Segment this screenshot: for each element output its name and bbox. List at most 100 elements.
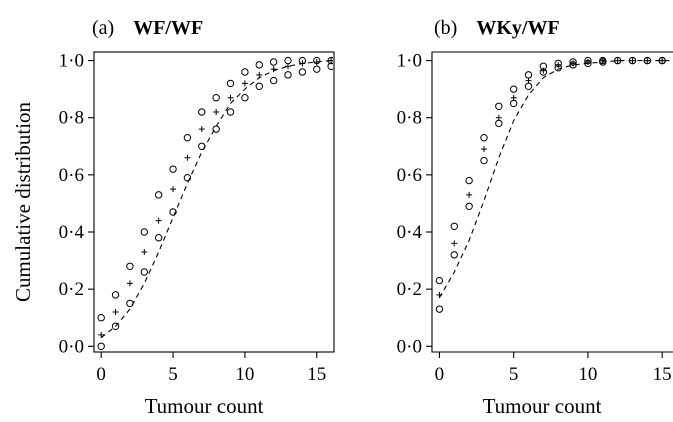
panel-a-y-tick-label: 0·0 (59, 336, 84, 357)
panel-a-circle-point (298, 68, 307, 76)
panel-b-plus-point (510, 94, 517, 101)
panel-a-data-area (97, 56, 333, 350)
panel-a-title: (a) WF/WF (92, 17, 203, 39)
panel-b-y-tick-label: 0·6 (397, 165, 422, 186)
panel-a-circle-point (212, 94, 220, 102)
panel-a-circle-point (126, 262, 134, 270)
panel-a-plus-point (112, 309, 119, 315)
panel-a-label: (a) (92, 17, 114, 39)
panel-b-x-tick-label: 0 (435, 364, 445, 385)
panel-a-circle-point (226, 108, 235, 116)
panel-a-circle-point (140, 268, 148, 276)
panel-b-circle-point (539, 68, 548, 76)
panel-a-circle-point (183, 174, 192, 182)
panel-a-plus-point (184, 154, 191, 161)
panel-a-genotype: WF/WF (133, 17, 203, 39)
panel-b-y-tick-label: 0·4 (397, 222, 423, 243)
panel-a-y-tick-label: 0·8 (59, 108, 84, 129)
panel-b-plus-point (525, 77, 532, 84)
panel-b-x-axis-label: Tumour count (483, 394, 602, 418)
panel-a-plus-point (126, 280, 133, 287)
panel-a-plus-point (241, 80, 248, 87)
panel-a-plus-point (270, 66, 277, 73)
panel-a-plus-point (213, 109, 220, 115)
panel-b-circle-point (495, 119, 503, 128)
panel-b-label: (b) (434, 17, 457, 39)
panel-a-circle-point (154, 234, 163, 242)
panel-b-plot: 0·0 0·2 0·4 0·6 0·8 1·0 0 5 10 15 (397, 51, 673, 385)
panel-a-x-tick-label: 5 (168, 364, 178, 385)
panel-b-x-tick-label: 5 (509, 364, 519, 385)
panel-a-circle-point (140, 228, 148, 236)
panel-a-circle-point (313, 65, 321, 73)
panel-b-y-tick-label: 0·8 (397, 108, 422, 129)
panel-b-circle-point (450, 222, 458, 230)
panel-a-plus-point (227, 94, 234, 101)
panel-a-fitted-curve (100, 60, 332, 339)
panel-a-y-tick-label: 0·6 (59, 165, 84, 186)
panel-a-y-tick-label: 0·4 (59, 222, 85, 243)
panel-b-circle-point (450, 251, 458, 259)
panel-a-circle-point (97, 314, 105, 322)
panel-a-circle-point (111, 322, 120, 330)
panel-a-plus-point (170, 186, 177, 193)
panel-b-plus-point (495, 114, 502, 121)
panel-a-circle-point (241, 94, 249, 102)
panel-a-circle-point (183, 134, 192, 142)
panel-b-plus-point (451, 240, 458, 247)
panel-a-y-tick-label: 0·2 (59, 279, 84, 300)
panel-a-circle-point (169, 165, 177, 173)
panel-a-x-tick-label: 15 (307, 364, 326, 385)
panel-b-plus-point (480, 146, 487, 153)
panel-b-x-tick-label: 15 (653, 364, 672, 385)
panel-a-plus-point (285, 63, 292, 70)
panel-b-circle-point (480, 134, 488, 142)
panel-b-plus-point (466, 191, 473, 198)
panel-a-x-axis-label: Tumour count (145, 394, 264, 418)
panel-a-circle-point (126, 299, 134, 308)
panel-a-plot: 0·0 0·2 0·4 0·6 0·8 1·0 0 5 10 15 (59, 51, 335, 385)
panel-a-circle-point (284, 56, 292, 65)
panel-b-circle-point (509, 85, 518, 93)
panel-b-circle-point (524, 71, 533, 79)
panel-b-circle-point (509, 99, 518, 108)
panel-a-plus-point (155, 217, 162, 224)
y-axis-label: Cumulative distribution (11, 101, 35, 302)
panel-a-circle-point (241, 68, 249, 76)
panel-a-circle-point (154, 191, 163, 199)
panel-b-fitted-curve (438, 60, 673, 298)
panel-a-circle-point (269, 76, 278, 85)
panel-a-plus-point (98, 331, 105, 338)
panel-b-y-tick-label: 0·2 (397, 279, 422, 300)
panel-b-x-tick-label: 10 (578, 364, 597, 385)
panel-b-data-area (435, 56, 673, 313)
panel-b-circle-point (435, 276, 444, 285)
panel-b-circle-point (465, 176, 473, 185)
panel-a-circle-point (327, 62, 333, 70)
panel-a-circle-point (198, 108, 206, 116)
panel-b-title: (b) WKy/WF (434, 17, 560, 39)
panel-a-plus-point (141, 249, 148, 255)
panel-b-circle-point (435, 305, 444, 313)
panel-a-circle-point (97, 342, 105, 350)
panel-b-circle-point (495, 102, 503, 110)
panel-a-circle-point (284, 71, 292, 79)
panel-a-plus-point (256, 71, 263, 78)
panel-a-x-tick-label: 0 (96, 364, 106, 385)
panel-a-x-tick-label: 10 (235, 364, 254, 385)
panel-b-circle-point (465, 202, 473, 210)
panel-b-y-tick-label: 1·0 (397, 51, 422, 72)
panel-b-circle-point (524, 82, 533, 90)
panel-b-y-tick-label: 0·0 (397, 336, 422, 357)
panel-b-frame (431, 51, 673, 353)
panel-a-y-tick-label: 1·0 (59, 51, 84, 72)
panel-b-genotype: WKy/WF (476, 17, 559, 39)
panel-a-circle-point (269, 58, 278, 66)
panel-a-circle-point (111, 291, 120, 299)
panel-a-circle-point (255, 82, 263, 90)
panel-a-circle-point (226, 79, 235, 88)
panel-a-circle-point (255, 61, 263, 69)
panel-b-circle-point (480, 156, 488, 165)
panel-a-circle-point (169, 208, 177, 216)
